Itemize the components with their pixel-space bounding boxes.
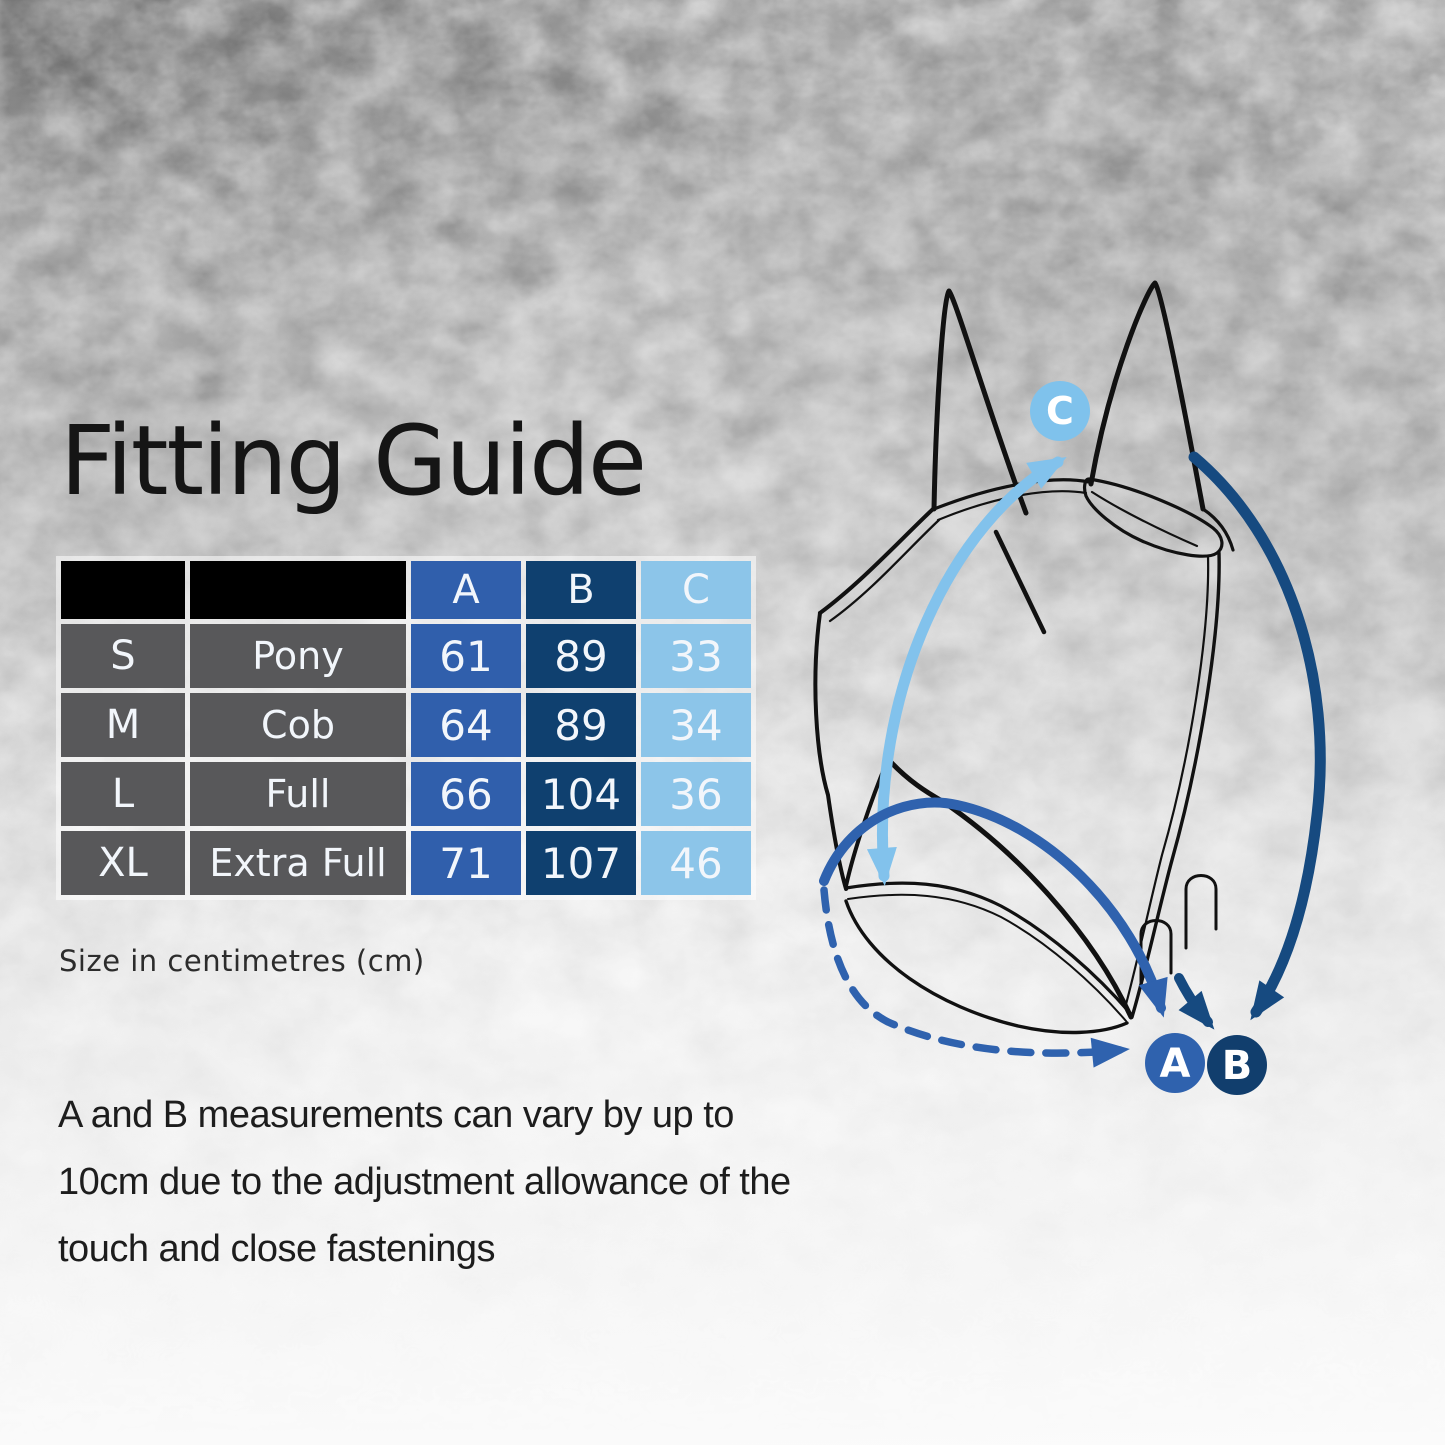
fly-mask-diagram: C A B	[813, 280, 1326, 1095]
measurement-b-cell: 107	[526, 831, 636, 895]
label-b-badge: B	[1207, 1035, 1267, 1095]
noseband-line	[844, 881, 1132, 1015]
measurement-c-cell: 46	[641, 831, 751, 895]
measurement-c-cell: 33	[641, 624, 751, 688]
measurement-arrow-c	[866, 456, 1067, 886]
note-line-2: 10cm due to the adjustment allowance of …	[58, 1161, 791, 1203]
label-a-badge: A	[1145, 1033, 1205, 1093]
measurement-arrow-a-solid	[819, 797, 1168, 1018]
size-code-cell: M	[61, 693, 185, 757]
cheek-edge-inner-line	[1123, 554, 1210, 1010]
label-b-text: B	[1222, 1043, 1253, 1089]
size-table-header-a: A	[411, 561, 521, 619]
measurement-b-cell: 89	[526, 624, 636, 688]
chin-edge-line	[844, 899, 1129, 1035]
label-a-text: A	[1160, 1041, 1191, 1087]
page-title: Fitting Guide	[60, 405, 647, 517]
ear-base-connector	[1201, 507, 1235, 552]
size-name-cell: Cob	[190, 693, 406, 757]
table-row: S Pony 61 89 33	[61, 624, 751, 688]
size-code-cell: S	[61, 624, 185, 688]
table-row: XL Extra Full 71 107 46	[61, 831, 751, 895]
fastener-tab-2	[1184, 874, 1218, 950]
table-row: L Full 66 104 36	[61, 762, 751, 826]
measurement-arrow-b-long	[1188, 451, 1326, 1021]
size-table-header-row: A B C	[61, 561, 751, 619]
browband-inner-line	[1090, 490, 1199, 548]
size-code-cell: XL	[61, 831, 185, 895]
measurement-note: A and B measurements can vary by up to 1…	[58, 1082, 791, 1283]
measurement-a-cell: 71	[411, 831, 521, 895]
measurement-arrow-a-dashed	[820, 886, 1130, 1068]
note-line-1: A and B measurements can vary by up to	[58, 1094, 734, 1136]
head-outline-left-inner	[828, 518, 941, 623]
measurement-b-cell: 89	[526, 693, 636, 757]
label-c-text: C	[1046, 389, 1074, 433]
size-table-corner-cell	[190, 561, 406, 619]
note-line-3: touch and close fastenings	[58, 1228, 495, 1270]
right-ear-line	[1088, 280, 1206, 512]
fly-mask-outline	[813, 280, 1235, 1035]
measurement-b-cell: 104	[526, 762, 636, 826]
face-dart-line	[993, 529, 1047, 635]
size-name-cell: Extra Full	[190, 831, 406, 895]
size-name-cell: Pony	[190, 624, 406, 688]
size-table-header-c: C	[641, 561, 751, 619]
noseband-inner-line	[847, 893, 1127, 1022]
table-row: M Cob 64 89 34	[61, 693, 751, 757]
size-table-header-b: B	[526, 561, 636, 619]
fastener-tab-1	[1139, 919, 1173, 984]
browband-opening	[1082, 477, 1224, 558]
measurement-a-cell: 61	[411, 624, 521, 688]
label-c-badge: C	[1030, 381, 1090, 441]
measurement-a-cell: 66	[411, 762, 521, 826]
left-ear-line	[931, 288, 1029, 516]
size-code-cell: L	[61, 762, 185, 826]
measurement-c-cell: 36	[641, 762, 751, 826]
size-unit-note: Size in centimetres (cm)	[59, 944, 425, 978]
size-table-corner-cell	[61, 561, 185, 619]
head-outline-left	[818, 507, 935, 615]
measurement-a-cell: 64	[411, 693, 521, 757]
size-table: A B C S Pony 61 89 33 M Cob 64 89 34 L	[56, 556, 756, 900]
measurement-c-cell: 34	[641, 693, 751, 757]
size-name-cell: Full	[190, 762, 406, 826]
measurement-arrow-b-short	[1174, 973, 1215, 1030]
